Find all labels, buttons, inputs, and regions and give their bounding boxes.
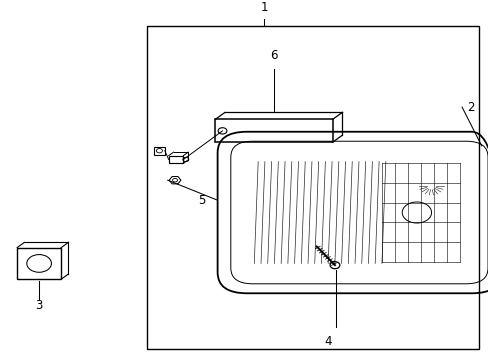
Text: 4: 4 [323,336,331,348]
Text: 2: 2 [466,101,473,114]
Text: 5: 5 [198,194,205,207]
Circle shape [329,262,339,269]
Text: 6: 6 [269,49,277,62]
Text: 3: 3 [35,298,43,311]
Text: 1: 1 [260,1,267,14]
